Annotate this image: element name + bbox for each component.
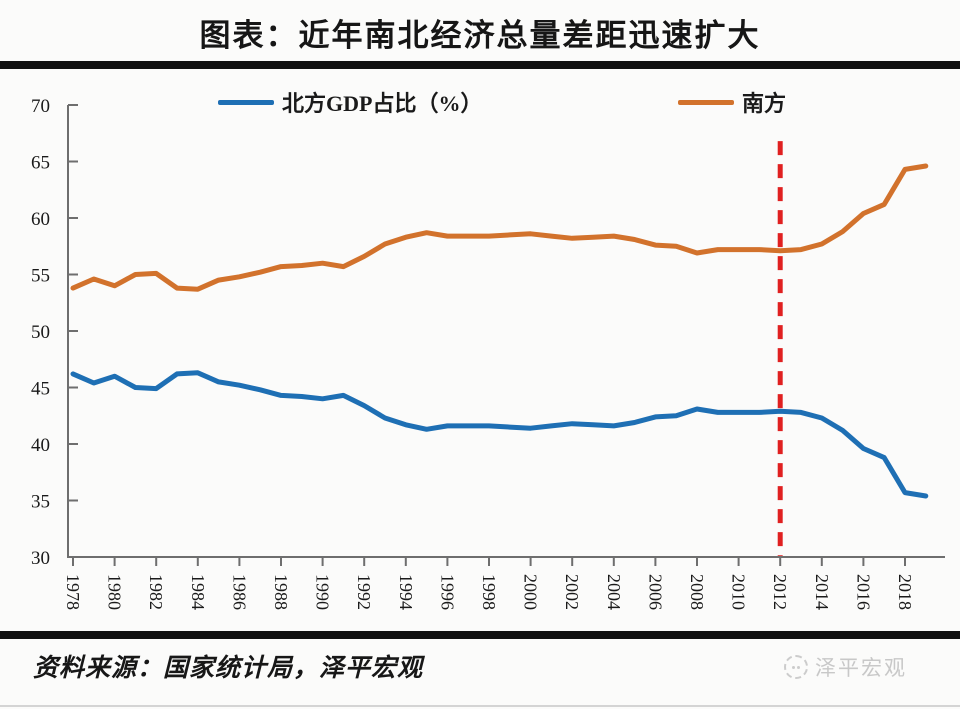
- chart-legend: 北方GDP占比（%） 南方: [0, 86, 960, 116]
- x-tick-label: 1998: [479, 574, 499, 610]
- x-tick-label: 2006: [645, 574, 665, 610]
- x-tick-label: 1990: [313, 574, 333, 610]
- x-tick-label: 1992: [354, 574, 374, 610]
- north-line-swatch: [218, 99, 274, 105]
- legend-label-south: 南方: [742, 91, 787, 116]
- y-tick-label: 55: [31, 266, 50, 287]
- x-tick-label: 2012: [770, 574, 790, 610]
- x-tick-label: 1994: [396, 574, 416, 610]
- series-line-north: [70, 370, 929, 499]
- x-tick-label: 2008: [687, 574, 707, 610]
- x-tick-label: 2014: [812, 574, 832, 610]
- x-tick-label: 1996: [437, 574, 457, 610]
- x-tick-label: 1978: [63, 574, 83, 610]
- x-tick-label: 1982: [146, 574, 166, 610]
- source-note: 资料来源：国家统计局，泽平宏观: [33, 655, 424, 682]
- x-tick-label: 1986: [229, 574, 249, 610]
- south-line-swatch: [678, 99, 734, 105]
- x-tick-label: 2000: [521, 574, 541, 610]
- top-divider-bar: [0, 61, 960, 69]
- legend-item-south: 南方: [678, 86, 786, 118]
- x-tick-label: 1984: [188, 574, 208, 610]
- page-bottom-edge: [0, 705, 960, 707]
- chart-title: 图表：近年南北经济总量差距迅速扩大: [199, 18, 761, 53]
- y-tick-label: 65: [31, 153, 50, 174]
- x-tick-label: 2004: [604, 574, 624, 610]
- x-tick-label: 2016: [853, 574, 873, 610]
- y-tick-label: 50: [31, 322, 50, 343]
- y-tick-label: 45: [31, 379, 50, 400]
- x-tick-label: 1980: [105, 574, 125, 610]
- watermark-label: 泽平宏观: [815, 656, 907, 680]
- axes: [67, 105, 945, 558]
- y-tick-label: 40: [31, 435, 50, 456]
- y-tick-label: 35: [31, 492, 50, 513]
- y-tick-label: 30: [31, 548, 50, 569]
- watermark: 泽平宏观: [784, 652, 907, 682]
- series-line-south: [70, 163, 929, 292]
- x-tick-label: 2018: [895, 574, 915, 610]
- y-tick-label: 70: [31, 96, 50, 117]
- y-tick-label: 60: [31, 209, 50, 230]
- x-tick-label: 2010: [729, 574, 749, 610]
- bottom-divider-bar: [0, 631, 960, 639]
- x-tick-label: 2002: [562, 574, 582, 610]
- x-tick-label: 1988: [271, 574, 291, 610]
- zeping-logo-icon: [784, 655, 808, 679]
- legend-item-north: 北方GDP占比（%）: [218, 86, 482, 118]
- legend-label-north: 北方GDP占比（%）: [282, 91, 483, 116]
